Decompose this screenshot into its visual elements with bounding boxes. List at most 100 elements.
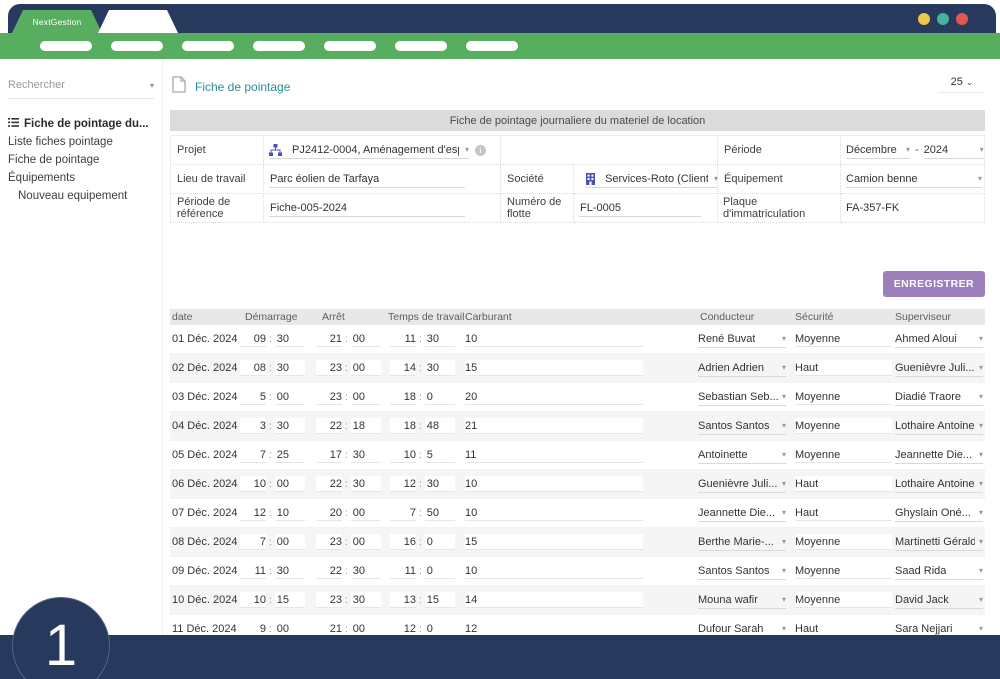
stop-hour-input[interactable]	[316, 534, 342, 550]
supervisor-select[interactable]: Lothaire Antoine ▾	[895, 417, 983, 435]
work-hour-input[interactable]	[390, 418, 416, 434]
menu-item-placeholder[interactable]	[395, 41, 447, 51]
periode-month-select[interactable]: Décembre ▾	[846, 141, 910, 159]
safety-input[interactable]	[795, 534, 892, 550]
work-minute-input[interactable]	[424, 592, 455, 608]
start-minute-input[interactable]	[274, 534, 305, 550]
start-minute-input[interactable]	[274, 360, 305, 376]
start-hour-input[interactable]	[240, 563, 266, 579]
work-hour-input[interactable]	[390, 476, 416, 492]
projet-select[interactable]: PJ2412-0004, Aménagement d'espace... ▾	[269, 141, 469, 159]
driver-select[interactable]: Guenièvre Juli... ▾	[698, 475, 786, 493]
menu-item-placeholder[interactable]	[182, 41, 234, 51]
sidebar-item-nouveau-equipement[interactable]: Nouveau equipement	[0, 187, 162, 205]
driver-select[interactable]: Adrien Adrien ▾	[698, 359, 786, 377]
fuel-input[interactable]	[465, 592, 643, 608]
work-hour-input[interactable]	[390, 592, 416, 608]
driver-select[interactable]: Santos Santos ▾	[698, 562, 786, 580]
menu-item-placeholder[interactable]	[40, 41, 92, 51]
brand-tab[interactable]: NextGestion	[12, 10, 102, 33]
safety-input[interactable]	[795, 563, 892, 579]
sidebar-item-fiche-pointage-du[interactable]: Fiche de pointage du...	[0, 114, 162, 133]
stop-minute-input[interactable]	[350, 331, 381, 347]
work-minute-input[interactable]	[424, 331, 455, 347]
start-minute-input[interactable]	[274, 476, 305, 492]
work-minute-input[interactable]	[424, 621, 455, 635]
safety-input[interactable]	[795, 389, 892, 405]
menu-item-placeholder[interactable]	[324, 41, 376, 51]
start-minute-input[interactable]	[274, 621, 305, 635]
driver-select[interactable]: Sebastian Seb... ▾	[698, 388, 786, 406]
start-hour-input[interactable]	[240, 505, 266, 521]
stop-hour-input[interactable]	[316, 621, 342, 635]
work-minute-input[interactable]	[424, 360, 455, 376]
work-minute-input[interactable]	[424, 418, 455, 434]
fuel-input[interactable]	[465, 621, 643, 635]
start-minute-input[interactable]	[274, 563, 305, 579]
start-minute-input[interactable]	[274, 447, 305, 463]
flotte-input[interactable]	[579, 199, 701, 217]
stop-minute-input[interactable]	[350, 563, 381, 579]
work-hour-input[interactable]	[390, 447, 416, 463]
stop-minute-input[interactable]	[350, 505, 381, 521]
safety-input[interactable]	[795, 447, 892, 463]
stop-minute-input[interactable]	[350, 418, 381, 434]
work-minute-input[interactable]	[424, 563, 455, 579]
sidebar-item-fiche-de-pointage[interactable]: Fiche de pointage	[0, 151, 162, 169]
start-hour-input[interactable]	[240, 447, 266, 463]
safety-input[interactable]	[795, 331, 892, 347]
work-minute-input[interactable]	[424, 505, 455, 521]
menu-item-placeholder[interactable]	[253, 41, 305, 51]
safety-input[interactable]	[795, 505, 892, 521]
equipement-select[interactable]: Camion benne ▾	[846, 170, 982, 188]
save-button[interactable]: ENREGISTRER	[882, 271, 985, 297]
safety-input[interactable]	[795, 476, 892, 492]
stop-hour-input[interactable]	[316, 360, 342, 376]
start-hour-input[interactable]	[240, 389, 266, 405]
fuel-input[interactable]	[465, 476, 643, 492]
work-minute-input[interactable]	[424, 447, 455, 463]
driver-select[interactable]: Santos Santos ▾	[698, 417, 786, 435]
safety-input[interactable]	[795, 621, 892, 635]
stop-hour-input[interactable]	[316, 418, 342, 434]
lieu-input[interactable]	[269, 170, 465, 188]
work-minute-input[interactable]	[424, 389, 455, 405]
societe-select[interactable]: Services-Roto (Client, F... ▾	[586, 170, 718, 188]
page-size-select[interactable]: 25 ⌄	[939, 76, 985, 93]
start-hour-input[interactable]	[240, 592, 266, 608]
stop-minute-input[interactable]	[350, 534, 381, 550]
safety-input[interactable]	[795, 418, 892, 434]
fuel-input[interactable]	[465, 563, 643, 579]
start-minute-input[interactable]	[274, 505, 305, 521]
work-hour-input[interactable]	[390, 331, 416, 347]
sidebar-item-equipements[interactable]: Équipements	[0, 169, 162, 187]
supervisor-select[interactable]: Sara Nejjari ▾	[895, 620, 983, 635]
start-minute-input[interactable]	[274, 418, 305, 434]
start-minute-input[interactable]	[274, 592, 305, 608]
start-hour-input[interactable]	[240, 331, 266, 347]
fuel-input[interactable]	[465, 360, 643, 376]
fuel-input[interactable]	[465, 389, 643, 405]
stop-minute-input[interactable]	[350, 360, 381, 376]
start-hour-input[interactable]	[240, 621, 266, 635]
window-dot-teal-icon[interactable]	[937, 13, 949, 25]
supervisor-select[interactable]: Lothaire Antoine ▾	[895, 475, 983, 493]
browser-tab-placeholder[interactable]	[98, 10, 178, 33]
window-dot-red-icon[interactable]	[956, 13, 968, 25]
driver-select[interactable]: Antoinette ▾	[698, 446, 786, 464]
work-hour-input[interactable]	[390, 534, 416, 550]
menu-item-placeholder[interactable]	[111, 41, 163, 51]
search-dropdown[interactable]: Rechercher ▾	[8, 79, 154, 99]
stop-hour-input[interactable]	[316, 476, 342, 492]
driver-select[interactable]: Berthe Marie-... ▾	[698, 533, 786, 551]
work-hour-input[interactable]	[390, 563, 416, 579]
stop-minute-input[interactable]	[350, 621, 381, 635]
safety-input[interactable]	[795, 360, 892, 376]
fuel-input[interactable]	[465, 331, 643, 347]
supervisor-select[interactable]: Saad Rida ▾	[895, 562, 983, 580]
stop-hour-input[interactable]	[316, 389, 342, 405]
start-hour-input[interactable]	[240, 476, 266, 492]
info-icon[interactable]: i	[475, 144, 486, 156]
periode-year-select[interactable]: 2024 ▾	[923, 141, 984, 159]
window-dot-yellow-icon[interactable]	[918, 13, 930, 25]
